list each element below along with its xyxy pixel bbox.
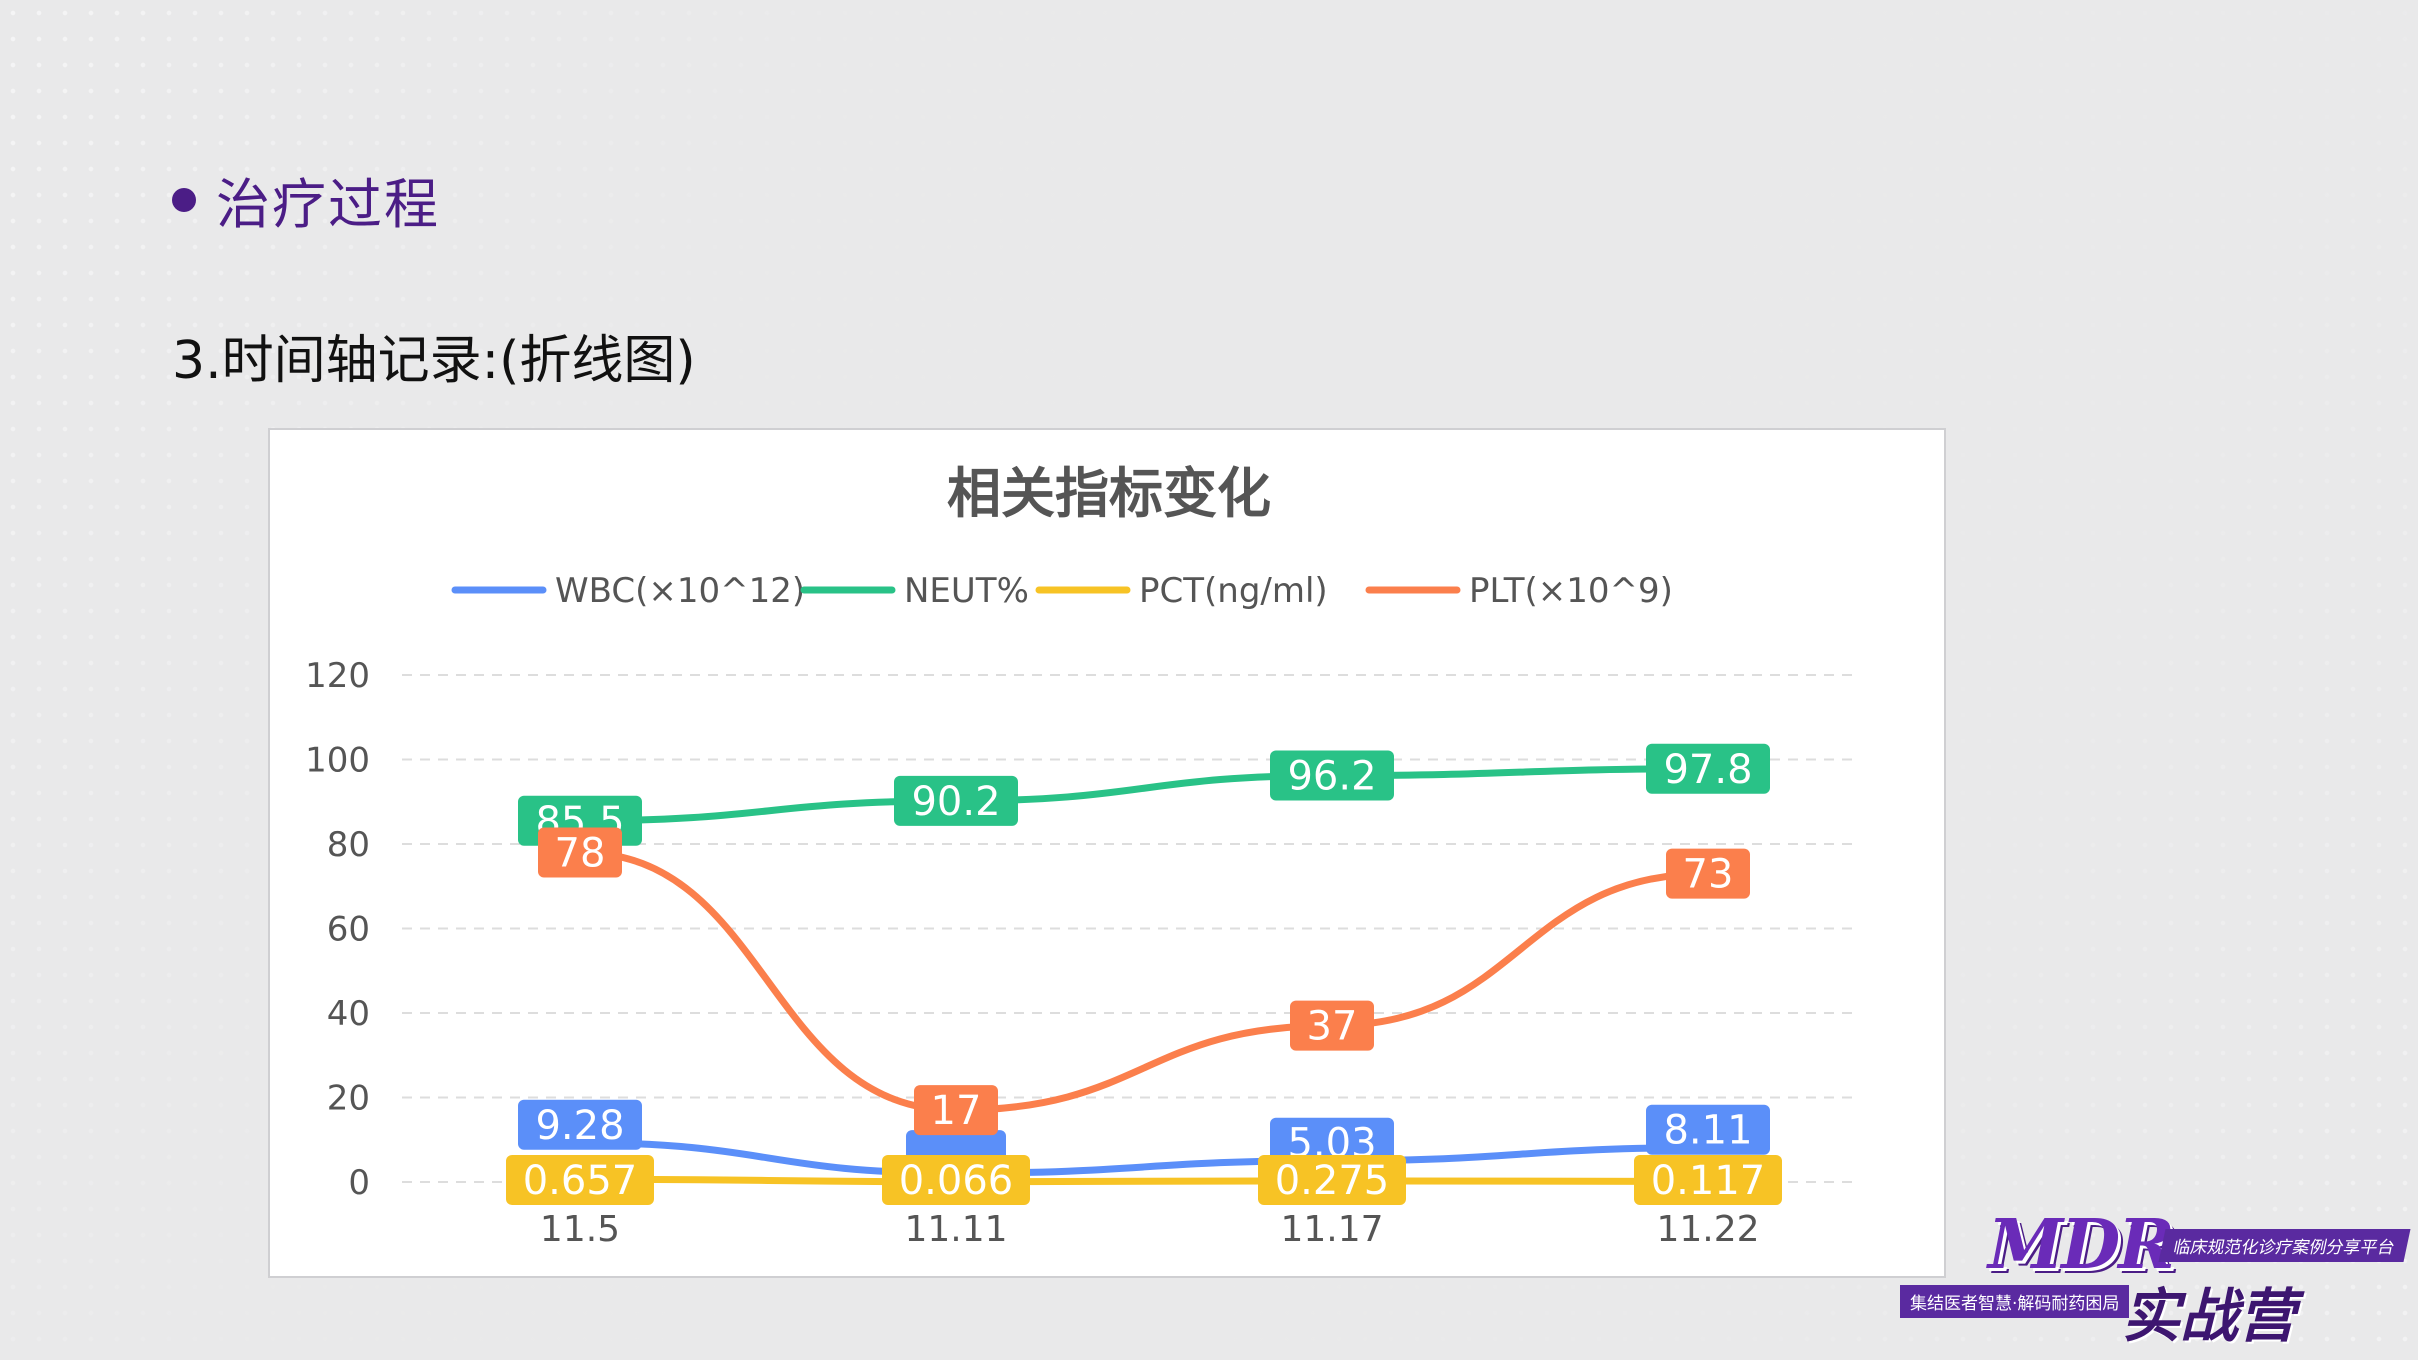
data-label-1-3: 97.8 bbox=[1663, 747, 1752, 793]
page-subtitle: 3.时间轴记录:(折线图) bbox=[172, 331, 696, 391]
data-label-3-2: 37 bbox=[1307, 1004, 1358, 1050]
data-label-box-1-3 bbox=[1646, 743, 1770, 794]
x-tick-label-0: 11.5 bbox=[540, 1209, 620, 1250]
data-label-box-3-0 bbox=[538, 827, 622, 878]
section-title: 治疗过程 bbox=[216, 173, 440, 236]
data-label-3-0: 78 bbox=[555, 830, 606, 876]
y-tick-label-5: 100 bbox=[305, 741, 370, 781]
y-tick-label-1: 20 bbox=[327, 1079, 370, 1119]
series-line-0 bbox=[576, 1139, 1712, 1177]
y-tick-label-0: 0 bbox=[348, 1163, 370, 1203]
logo-slogan: 集结医者智慧·解码耐药困局 bbox=[1900, 1285, 2130, 1318]
data-label-box-2-2 bbox=[1258, 1155, 1406, 1205]
logo-name: 实战营 bbox=[2122, 1282, 2297, 1350]
line-chart-card: 相关指标变化 WBC(×10^12) NEUT% PCT(ng/ml) PLT(×10^… bbox=[268, 428, 1946, 1278]
legend-label-3: PLT(×10^9) bbox=[1469, 571, 1673, 611]
series-line-3 bbox=[576, 848, 1712, 1114]
y-tick-label-2: 40 bbox=[327, 994, 370, 1034]
x-tick-label-2: 11.17 bbox=[1280, 1209, 1383, 1250]
data-label-box-0-3 bbox=[1646, 1104, 1770, 1155]
legend-label-2: PCT(ng/ml) bbox=[1139, 571, 1328, 611]
data-label-0-0: 9.28 bbox=[535, 1103, 624, 1149]
line-chart: 相关指标变化 WBC(×10^12) NEUT% PCT(ng/ml) PLT(×10^… bbox=[305, 462, 1858, 1250]
data-label-3-3: 73 bbox=[1683, 852, 1734, 898]
data-label-3-1: 17 bbox=[931, 1088, 982, 1134]
y-tick-label-4: 80 bbox=[327, 825, 370, 865]
legend-label-0: WBC(×10^12) bbox=[555, 571, 805, 611]
data-label-2-2: 0.275 bbox=[1275, 1158, 1390, 1204]
data-label-1-2: 96.2 bbox=[1287, 754, 1376, 800]
data-label-0-3: 8.11 bbox=[1663, 1108, 1752, 1154]
data-label-2-1: 0.066 bbox=[899, 1158, 1014, 1204]
data-label-box-2-3 bbox=[1634, 1155, 1782, 1205]
logo-tagline: 临床规范化诊疗案例分享平台 bbox=[2158, 1229, 2411, 1262]
data-label-box-2-0 bbox=[506, 1155, 654, 1205]
legend-label-1: NEUT% bbox=[904, 571, 1029, 611]
section-heading: 治疗过程 bbox=[172, 160, 440, 239]
data-label-box-0-0 bbox=[518, 1099, 642, 1150]
y-tick-label-3: 60 bbox=[327, 910, 370, 950]
logo-brand: MDR bbox=[1988, 1205, 2175, 1285]
x-tick-label-1: 11.11 bbox=[904, 1209, 1007, 1250]
series-line-2 bbox=[576, 1175, 1712, 1186]
data-label-1-1: 90.2 bbox=[911, 779, 1000, 825]
series-line-1 bbox=[576, 765, 1712, 825]
data-label-box-3-1 bbox=[914, 1085, 998, 1136]
mdr-logo: MDR 临床规范化诊疗案例分享平台 集结医者智慧·解码耐药困局 实战营 bbox=[1900, 1205, 2411, 1350]
y-tick-label-6: 120 bbox=[305, 656, 370, 696]
x-tick-label-3: 11.22 bbox=[1656, 1209, 1759, 1250]
data-label-2-0: 0.657 bbox=[523, 1158, 638, 1204]
bullet-dot-icon bbox=[172, 187, 196, 212]
data-label-box-3-2 bbox=[1290, 1000, 1374, 1051]
data-label-box-1-2 bbox=[1270, 750, 1394, 801]
data-label-box-1-1 bbox=[894, 775, 1018, 826]
chart-title: 相关指标变化 bbox=[947, 462, 1271, 525]
data-label-2-3: 0.117 bbox=[1651, 1158, 1766, 1204]
data-label-box-2-1 bbox=[882, 1155, 1030, 1205]
data-label-box-3-3 bbox=[1666, 848, 1750, 899]
